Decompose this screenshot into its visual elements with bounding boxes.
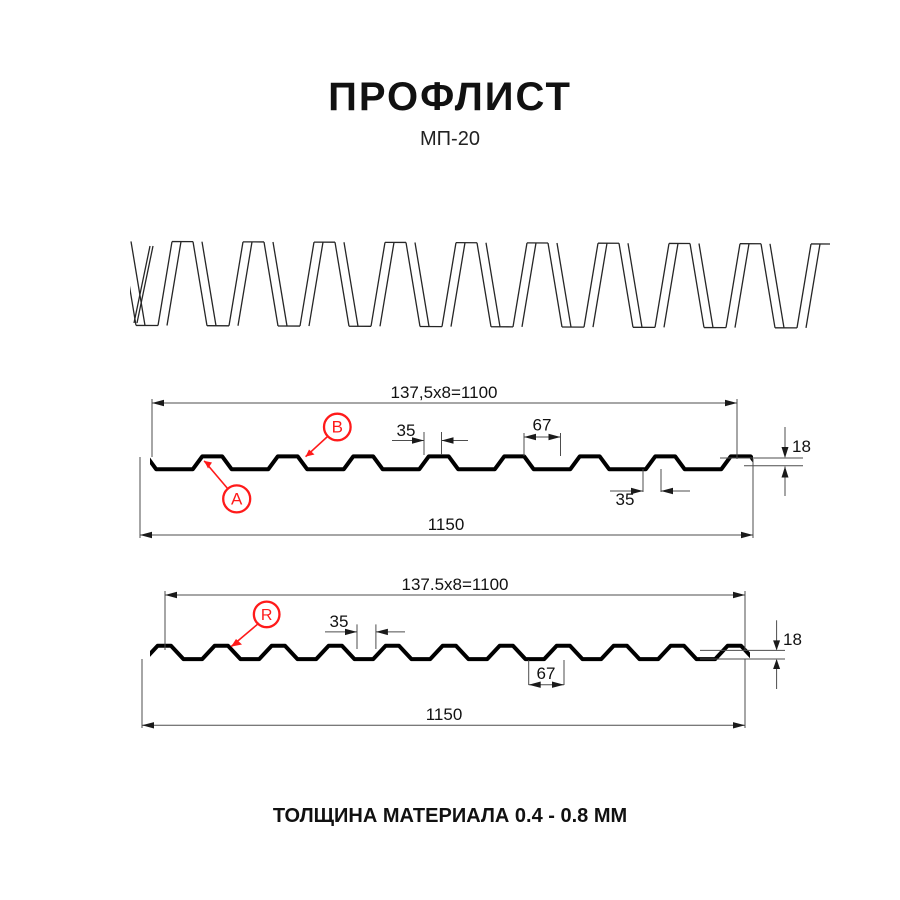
svg-text:18: 18	[783, 630, 802, 649]
svg-text:137.5x8=1100: 137.5x8=1100	[402, 575, 509, 594]
svg-text:R: R	[261, 607, 273, 624]
svg-text:67: 67	[537, 664, 556, 683]
svg-text:35: 35	[330, 612, 349, 631]
svg-text:1150: 1150	[426, 705, 463, 724]
